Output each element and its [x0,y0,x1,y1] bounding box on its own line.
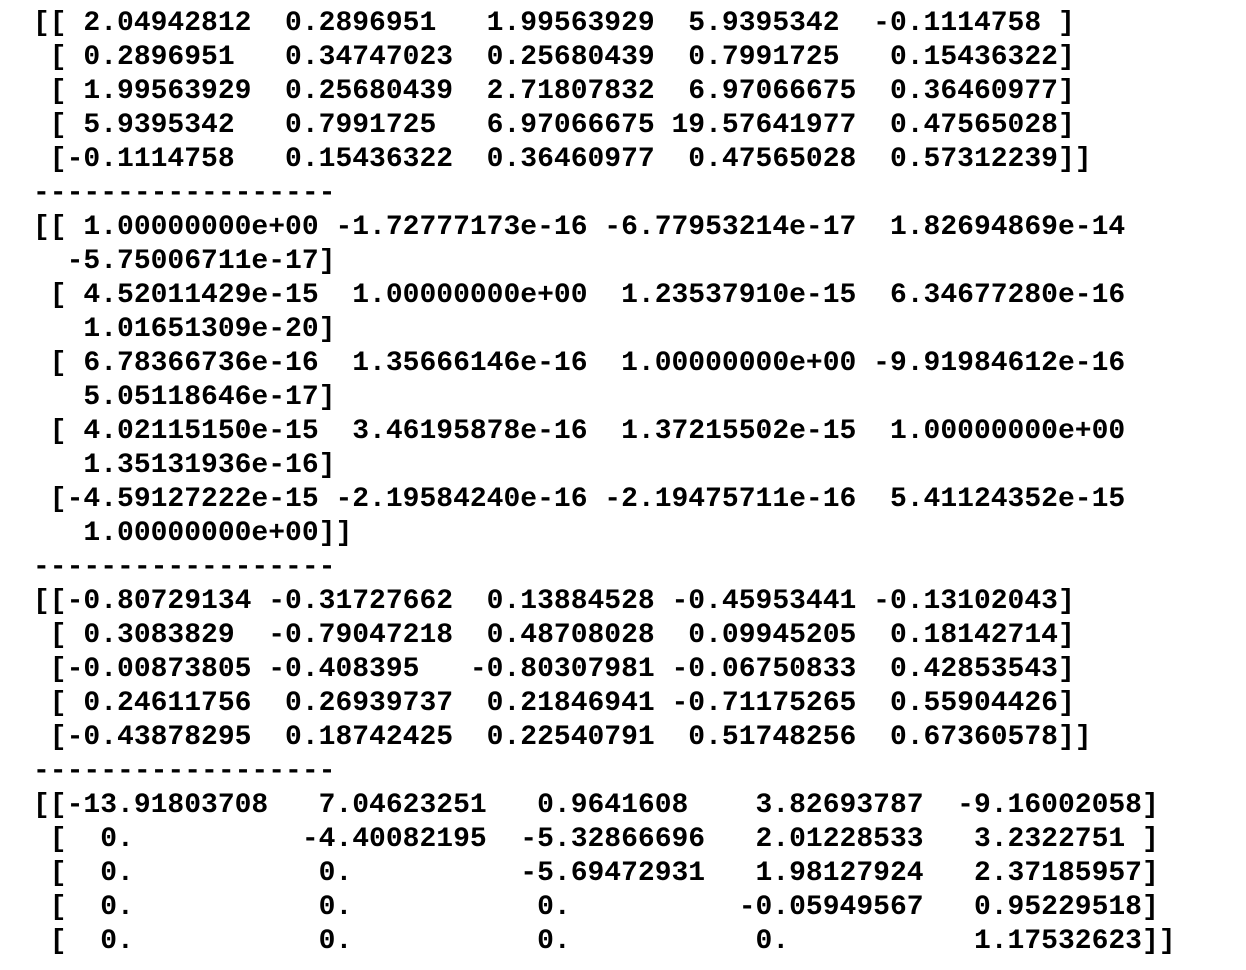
matrix-block-1: [[ 2.04942812 0.2896951 1.99563929 5.939… [33,8,1092,175]
separator-line-3: ------------------ [33,756,336,787]
matrix-block-2: [[ 1.00000000e+00 -1.72777173e-16 -6.779… [33,212,1126,549]
separator-line-1: ------------------ [33,178,336,209]
separator-line-2: ------------------ [33,552,336,583]
matrix-block-4: [[-13.91803708 7.04623251 0.9641608 3.82… [33,790,1176,957]
matrix-block-3: [[-0.80729134 -0.31727662 0.13884528 -0.… [33,586,1092,753]
